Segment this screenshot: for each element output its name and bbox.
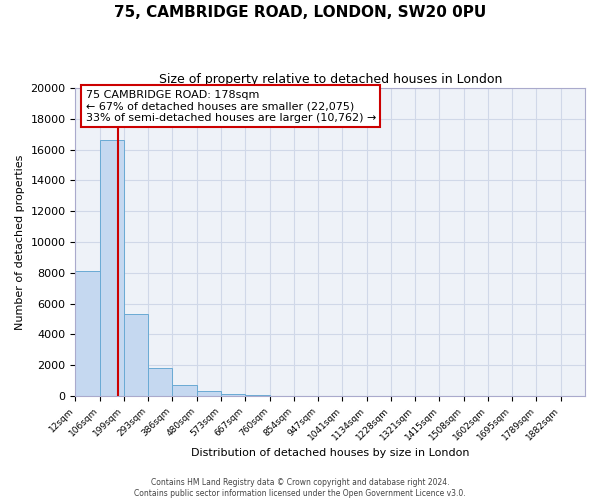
Bar: [124, 314, 148, 396]
Bar: [197, 391, 221, 396]
Text: 75 CAMBRIDGE ROAD: 178sqm
← 67% of detached houses are smaller (22,075)
33% of s: 75 CAMBRIDGE ROAD: 178sqm ← 67% of detac…: [86, 90, 376, 123]
Bar: [100, 140, 124, 396]
Bar: [245, 394, 269, 396]
Text: 75, CAMBRIDGE ROAD, LONDON, SW20 0PU: 75, CAMBRIDGE ROAD, LONDON, SW20 0PU: [114, 5, 486, 20]
X-axis label: Distribution of detached houses by size in London: Distribution of detached houses by size …: [191, 448, 469, 458]
Bar: [221, 394, 245, 396]
Y-axis label: Number of detached properties: Number of detached properties: [15, 154, 25, 330]
Bar: [172, 386, 197, 396]
Bar: [76, 272, 100, 396]
Text: Contains HM Land Registry data © Crown copyright and database right 2024.
Contai: Contains HM Land Registry data © Crown c…: [134, 478, 466, 498]
Title: Size of property relative to detached houses in London: Size of property relative to detached ho…: [158, 72, 502, 86]
Bar: [148, 368, 172, 396]
